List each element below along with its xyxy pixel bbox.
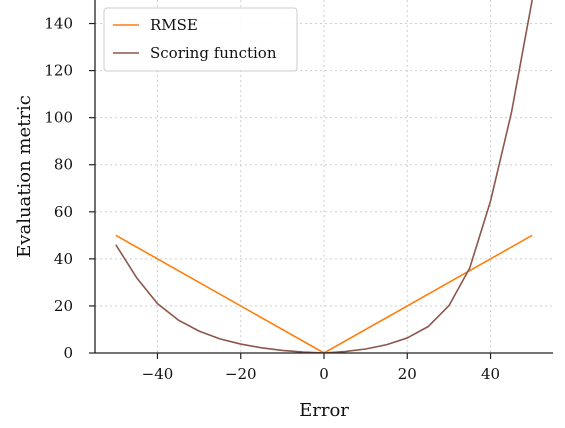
y-tick-label: 20 xyxy=(54,297,73,315)
x-tick-label: 40 xyxy=(481,365,500,383)
y-tick-label: 40 xyxy=(54,250,73,268)
x-tick-label: 20 xyxy=(398,365,417,383)
legend-box xyxy=(103,7,298,72)
y-tick-label: 120 xyxy=(44,62,73,80)
rmse-line xyxy=(115,234,533,353)
x-axis-title: Error xyxy=(299,400,349,421)
scoring-function-line xyxy=(115,0,533,353)
x-tick-label: −20 xyxy=(225,365,257,383)
legend: RMSE Scoring function xyxy=(103,7,298,72)
legend-label-rmse: RMSE xyxy=(150,16,198,34)
series-lines xyxy=(115,0,533,353)
x-tick-label: 0 xyxy=(319,365,329,383)
y-axis-title: Evaluation metric xyxy=(14,95,35,258)
y-tick-label: 80 xyxy=(54,156,73,174)
y-tick-label: 140 xyxy=(44,15,73,33)
x-tick-label: −40 xyxy=(142,365,174,383)
tick-labels: −40 −20 0 20 40 0 20 40 60 80 100 120 140 xyxy=(44,15,500,383)
y-tick-label: 60 xyxy=(54,203,73,221)
y-tick-label: 100 xyxy=(44,109,73,127)
y-tick-label: 0 xyxy=(63,344,73,362)
legend-label-scoring-function: Scoring function xyxy=(150,44,277,62)
